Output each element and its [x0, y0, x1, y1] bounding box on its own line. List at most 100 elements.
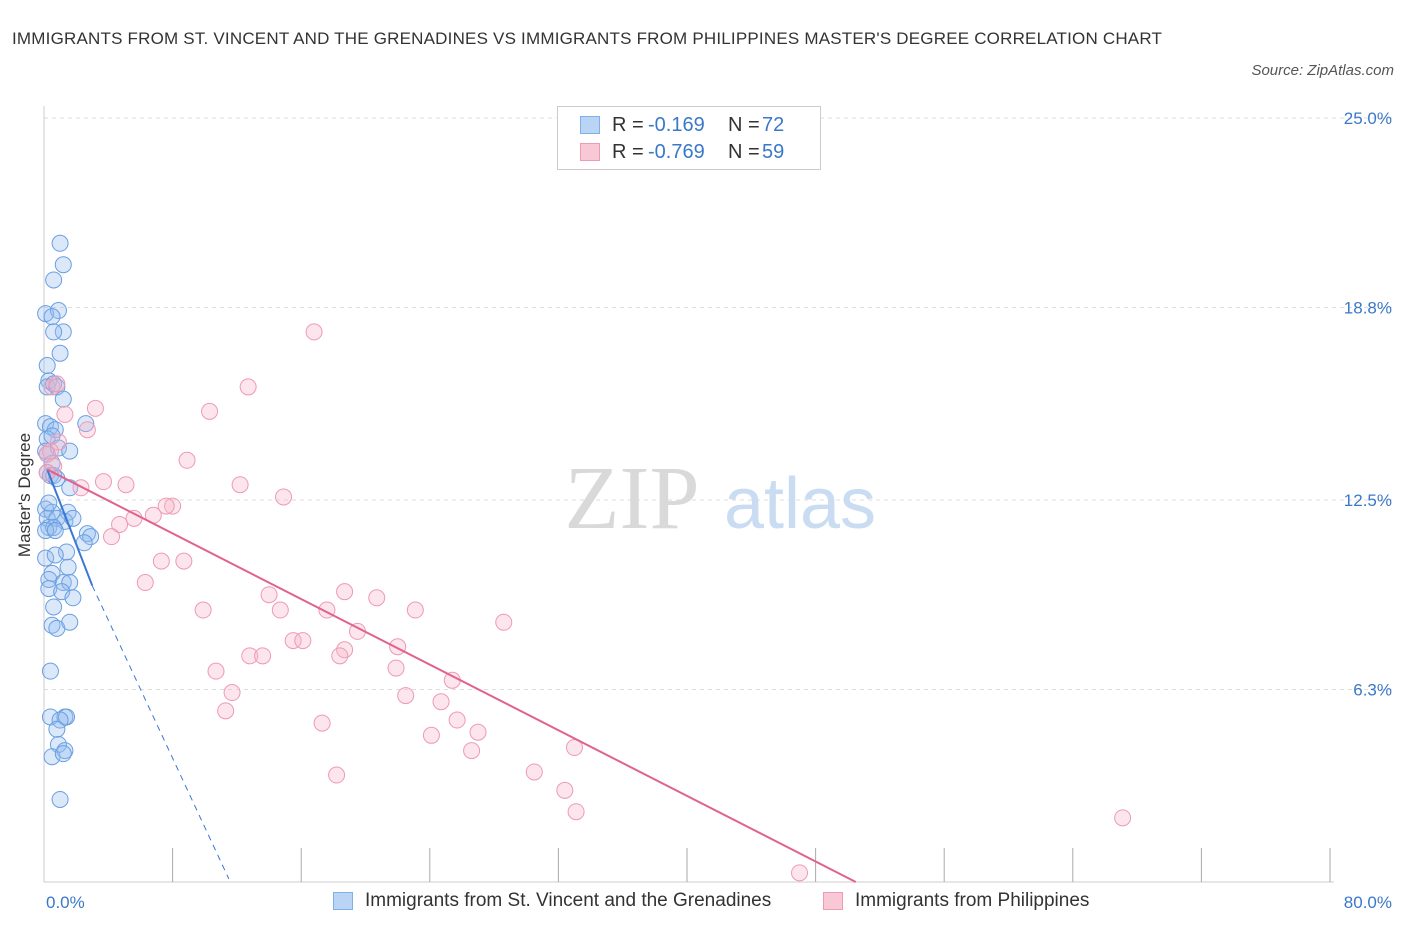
bottom-legend-label-pink: Immigrants from Philippines: [855, 890, 1090, 911]
watermark: ZIP atlas: [565, 449, 877, 548]
data-point-pink: [495, 613, 513, 631]
data-point-blue: [40, 494, 58, 512]
data-point-blue: [45, 323, 63, 341]
data-point-blue: [54, 745, 72, 763]
data-point-pink: [223, 684, 241, 702]
data-point-pink: [1114, 809, 1132, 827]
data-point-pink: [136, 574, 154, 592]
data-point-pink: [331, 647, 349, 665]
y-tick-label: 12.5%: [1344, 491, 1392, 510]
data-point-pink: [207, 662, 225, 680]
data-point-blue: [54, 256, 72, 274]
data-point-pink: [78, 421, 96, 439]
y-tick-label: 25.0%: [1344, 109, 1392, 128]
data-point-blue: [82, 528, 100, 546]
data-point-pink: [103, 528, 121, 546]
data-point-blue: [37, 522, 55, 540]
legend-r-value: -0.169: [648, 113, 705, 136]
chart-source: Source: ZipAtlas.com: [1251, 62, 1394, 79]
data-point-pink: [567, 803, 585, 821]
data-point-blue: [78, 525, 96, 543]
grid-lines: [44, 117, 1392, 690]
data-point-blue: [43, 748, 61, 766]
data-point-pink: [791, 864, 809, 882]
legend: R = -0.169 N = 72 R = -0.769 N = 59: [557, 106, 821, 170]
data-point-pink: [194, 601, 212, 619]
data-point-blue: [43, 308, 61, 326]
legend-swatch-pink: [580, 143, 600, 161]
bottom-legend-label-blue: Immigrants from St. Vincent and the Gren…: [365, 890, 772, 911]
data-point-pink: [294, 632, 312, 650]
watermark-atlas: atlas: [724, 464, 876, 544]
data-point-blue: [58, 543, 76, 561]
data-point-blue: [51, 790, 69, 808]
legend-r-value: -0.769: [648, 140, 705, 163]
data-point-pink: [389, 638, 407, 656]
data-point-pink: [231, 476, 249, 494]
legend-n-value: 59: [762, 140, 785, 163]
watermark-zip: ZIP: [565, 449, 700, 548]
x-tick-labels: 0.0% 80.0%: [46, 893, 1392, 912]
trend-line-blue-extension: [91, 585, 230, 880]
data-point-pink: [406, 601, 424, 619]
data-point-pink: [284, 632, 302, 650]
data-point-pink: [271, 601, 289, 619]
data-point-pink: [111, 515, 129, 533]
legend-r-label: R =: [612, 140, 644, 163]
data-point-pink: [157, 497, 175, 515]
legend-swatch-blue: [580, 116, 600, 134]
data-point-blue: [51, 711, 69, 729]
y-tick-label: 6.3%: [1353, 680, 1392, 699]
legend-r-label: R =: [612, 113, 644, 136]
trend-line-blue: [46, 469, 94, 586]
data-point-pink: [432, 693, 450, 711]
data-point-pink: [313, 714, 331, 732]
bottom-legend-item-pink: Immigrants from Philippines: [823, 890, 1089, 912]
data-point-pink: [275, 488, 293, 506]
data-point-pink: [463, 742, 481, 760]
bottom-legend-swatch-blue: [333, 892, 353, 910]
data-point-blue: [61, 613, 79, 631]
trend-lines: [46, 468, 857, 883]
data-point-blue: [43, 616, 61, 634]
data-point-pink: [443, 671, 461, 689]
data-point-pink: [368, 589, 386, 607]
data-point-pink: [469, 723, 487, 741]
data-point-blue: [59, 558, 77, 576]
legend-n-value: 72: [762, 113, 785, 136]
data-point-blue: [64, 509, 82, 527]
data-point-pink: [56, 405, 74, 423]
data-point-blue: [46, 546, 64, 564]
data-point-pink: [164, 497, 182, 515]
series-blue-points: [37, 234, 100, 808]
y-tick-labels: 25.0% 18.8% 12.5% 6.3%: [1344, 109, 1392, 699]
data-point-pink: [239, 378, 257, 396]
data-point-blue: [54, 323, 72, 341]
axes: [43, 106, 1334, 883]
data-point-blue: [64, 589, 82, 607]
x-tick-label: 0.0%: [46, 893, 85, 912]
data-point-pink: [217, 702, 235, 720]
data-point-pink: [448, 711, 466, 729]
legend-row-pink: R = -0.769 N = 59: [580, 139, 784, 165]
series-pink-points: [38, 323, 1132, 882]
data-point-pink: [336, 583, 354, 601]
bottom-legend: Immigrants from St. Vincent and the Gren…: [0, 890, 1406, 916]
data-point-blue: [40, 580, 58, 598]
data-point-blue: [37, 549, 55, 567]
data-point-pink: [556, 781, 574, 799]
data-point-pink: [387, 659, 405, 677]
data-point-blue: [51, 234, 69, 252]
bottom-legend-item-blue: Immigrants from St. Vincent and the Gren…: [333, 890, 771, 912]
data-point-pink: [175, 552, 193, 570]
legend-n-label: N =: [728, 113, 760, 136]
legend-n-label: N =: [728, 140, 760, 163]
data-point-blue: [77, 415, 95, 433]
data-point-pink: [260, 586, 278, 604]
data-point-blue: [51, 344, 69, 362]
data-point-pink: [328, 766, 346, 784]
data-point-pink: [94, 473, 112, 491]
data-point-blue: [41, 662, 59, 680]
data-point-pink: [241, 647, 259, 665]
